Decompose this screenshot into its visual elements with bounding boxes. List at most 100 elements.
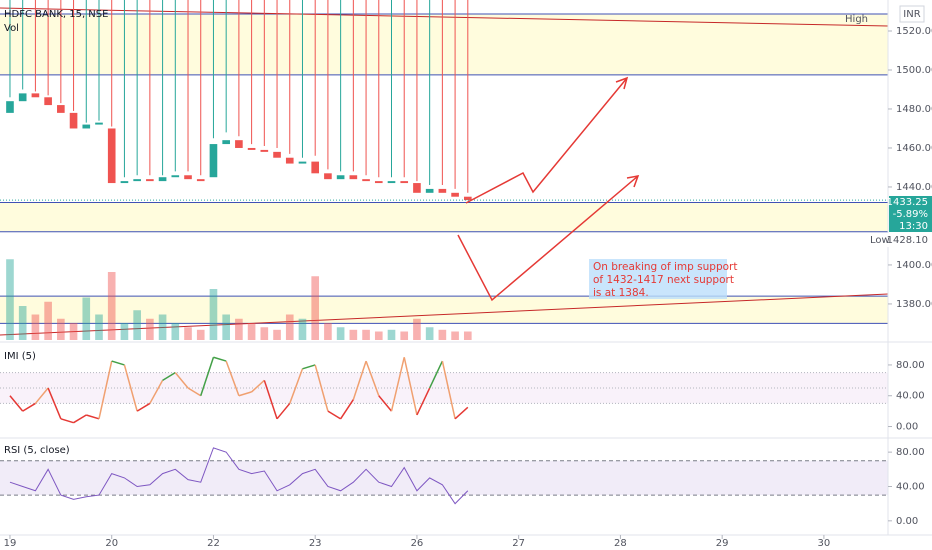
volume-bar bbox=[222, 314, 230, 340]
candle-body bbox=[146, 179, 154, 182]
candle-body bbox=[336, 175, 345, 180]
candle-body bbox=[222, 140, 230, 145]
x-tick-label: 28 bbox=[614, 538, 627, 549]
y-tick-label: 0.00 bbox=[896, 516, 918, 527]
volume-bar bbox=[184, 327, 192, 340]
volume-bar bbox=[69, 323, 78, 340]
support-zone bbox=[0, 202, 888, 232]
imi-segment bbox=[225, 360, 240, 396]
volume-bar bbox=[18, 306, 27, 340]
arrow-head bbox=[615, 76, 629, 90]
imi-segment bbox=[123, 364, 138, 412]
currency: INR bbox=[903, 9, 920, 20]
imi-segment bbox=[378, 395, 393, 412]
volume-bar bbox=[413, 318, 421, 340]
rsi-band bbox=[0, 460, 888, 496]
volume-bar bbox=[400, 331, 409, 340]
x-tick-label: 23 bbox=[309, 538, 322, 549]
candle-body bbox=[298, 161, 307, 164]
imi-segment bbox=[98, 360, 113, 419]
volume-bar bbox=[82, 297, 91, 340]
imi-segment bbox=[174, 372, 189, 389]
imi-label: IMI (5) bbox=[4, 351, 36, 362]
volume-bar bbox=[425, 327, 434, 340]
x-tick-label: 29 bbox=[716, 538, 729, 549]
volume-bar bbox=[273, 329, 281, 340]
candle-body bbox=[57, 105, 65, 113]
imi-segment bbox=[289, 368, 304, 404]
candle-body bbox=[285, 157, 294, 164]
volume-label: Vol bbox=[4, 23, 19, 34]
candle-body bbox=[95, 122, 103, 125]
y-tick-label: 1440.00 bbox=[896, 182, 932, 193]
candle-body bbox=[6, 101, 14, 113]
candle-body bbox=[184, 175, 192, 180]
candle-body bbox=[260, 149, 269, 152]
volume-bar bbox=[120, 323, 129, 340]
annotation-text: of 1432-1417 next support bbox=[593, 274, 734, 286]
imi-segment bbox=[162, 371, 176, 381]
volume-bar bbox=[311, 276, 320, 340]
rsi-line bbox=[9, 447, 469, 505]
volume-bar bbox=[349, 329, 358, 340]
imi-segment bbox=[340, 399, 354, 420]
arrow bbox=[465, 77, 628, 204]
candle-body bbox=[171, 175, 180, 178]
y-tick-label: 1520.00 bbox=[896, 26, 932, 37]
volume-bar bbox=[146, 318, 154, 340]
imi-segment bbox=[47, 387, 62, 420]
candle-body bbox=[463, 196, 472, 201]
imi-segment bbox=[251, 379, 265, 393]
candle-body bbox=[451, 192, 459, 197]
annotation-text: is at 1384. bbox=[593, 287, 649, 299]
x-tick-label: 26 bbox=[411, 538, 424, 549]
last-change: -5.89% bbox=[893, 209, 928, 220]
volume-bar bbox=[95, 314, 103, 340]
imi-segment bbox=[136, 402, 151, 412]
candle-body bbox=[311, 161, 320, 174]
x-tick-label: 20 bbox=[105, 538, 118, 549]
rsi-label: RSI (5, close) bbox=[4, 445, 70, 456]
candle-body bbox=[69, 112, 78, 129]
imi-segment bbox=[403, 357, 418, 416]
imi-segment bbox=[390, 357, 405, 412]
imi-segment bbox=[263, 380, 278, 420]
y-tick-label: 1460.00 bbox=[896, 143, 932, 154]
candle-body bbox=[107, 128, 116, 184]
imi-segment bbox=[416, 387, 431, 416]
candle-body bbox=[349, 175, 358, 180]
imi-segment bbox=[302, 364, 316, 370]
low-box bbox=[866, 233, 932, 247]
currency-box[interactable] bbox=[899, 5, 925, 23]
imi-segment bbox=[428, 360, 444, 389]
volume-bar bbox=[260, 327, 269, 340]
y-tick-label: 1500.00 bbox=[896, 65, 932, 76]
candle-body bbox=[133, 179, 141, 182]
arrow bbox=[457, 175, 639, 302]
support-zone bbox=[0, 14, 888, 75]
y-tick-label: 40.00 bbox=[896, 481, 925, 492]
candle-body bbox=[82, 124, 91, 129]
candle-body bbox=[158, 177, 167, 182]
arrow-head bbox=[626, 175, 640, 188]
volume-bar bbox=[324, 323, 332, 340]
volume-bar bbox=[107, 272, 116, 340]
candle-body bbox=[362, 179, 370, 182]
candle-body bbox=[44, 97, 52, 106]
trend-line bbox=[0, 7, 889, 27]
x-tick-label: 22 bbox=[207, 538, 220, 549]
y-tick-label: 1480.00 bbox=[896, 104, 932, 115]
volume-bar bbox=[362, 329, 370, 340]
imi-segment bbox=[238, 391, 252, 397]
volume-bar bbox=[235, 318, 243, 340]
candle-body bbox=[374, 181, 383, 184]
volume-bar bbox=[438, 329, 447, 340]
y-tick-label: 40.00 bbox=[896, 391, 925, 402]
imi-segment bbox=[22, 402, 36, 412]
imi-segment bbox=[213, 356, 227, 362]
volume-bar bbox=[451, 331, 459, 340]
x-tick-label: 30 bbox=[818, 538, 831, 549]
candle-body bbox=[235, 140, 243, 148]
candle-body bbox=[400, 181, 409, 184]
